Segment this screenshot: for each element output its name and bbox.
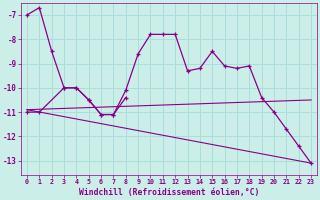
X-axis label: Windchill (Refroidissement éolien,°C): Windchill (Refroidissement éolien,°C) [79,188,259,197]
